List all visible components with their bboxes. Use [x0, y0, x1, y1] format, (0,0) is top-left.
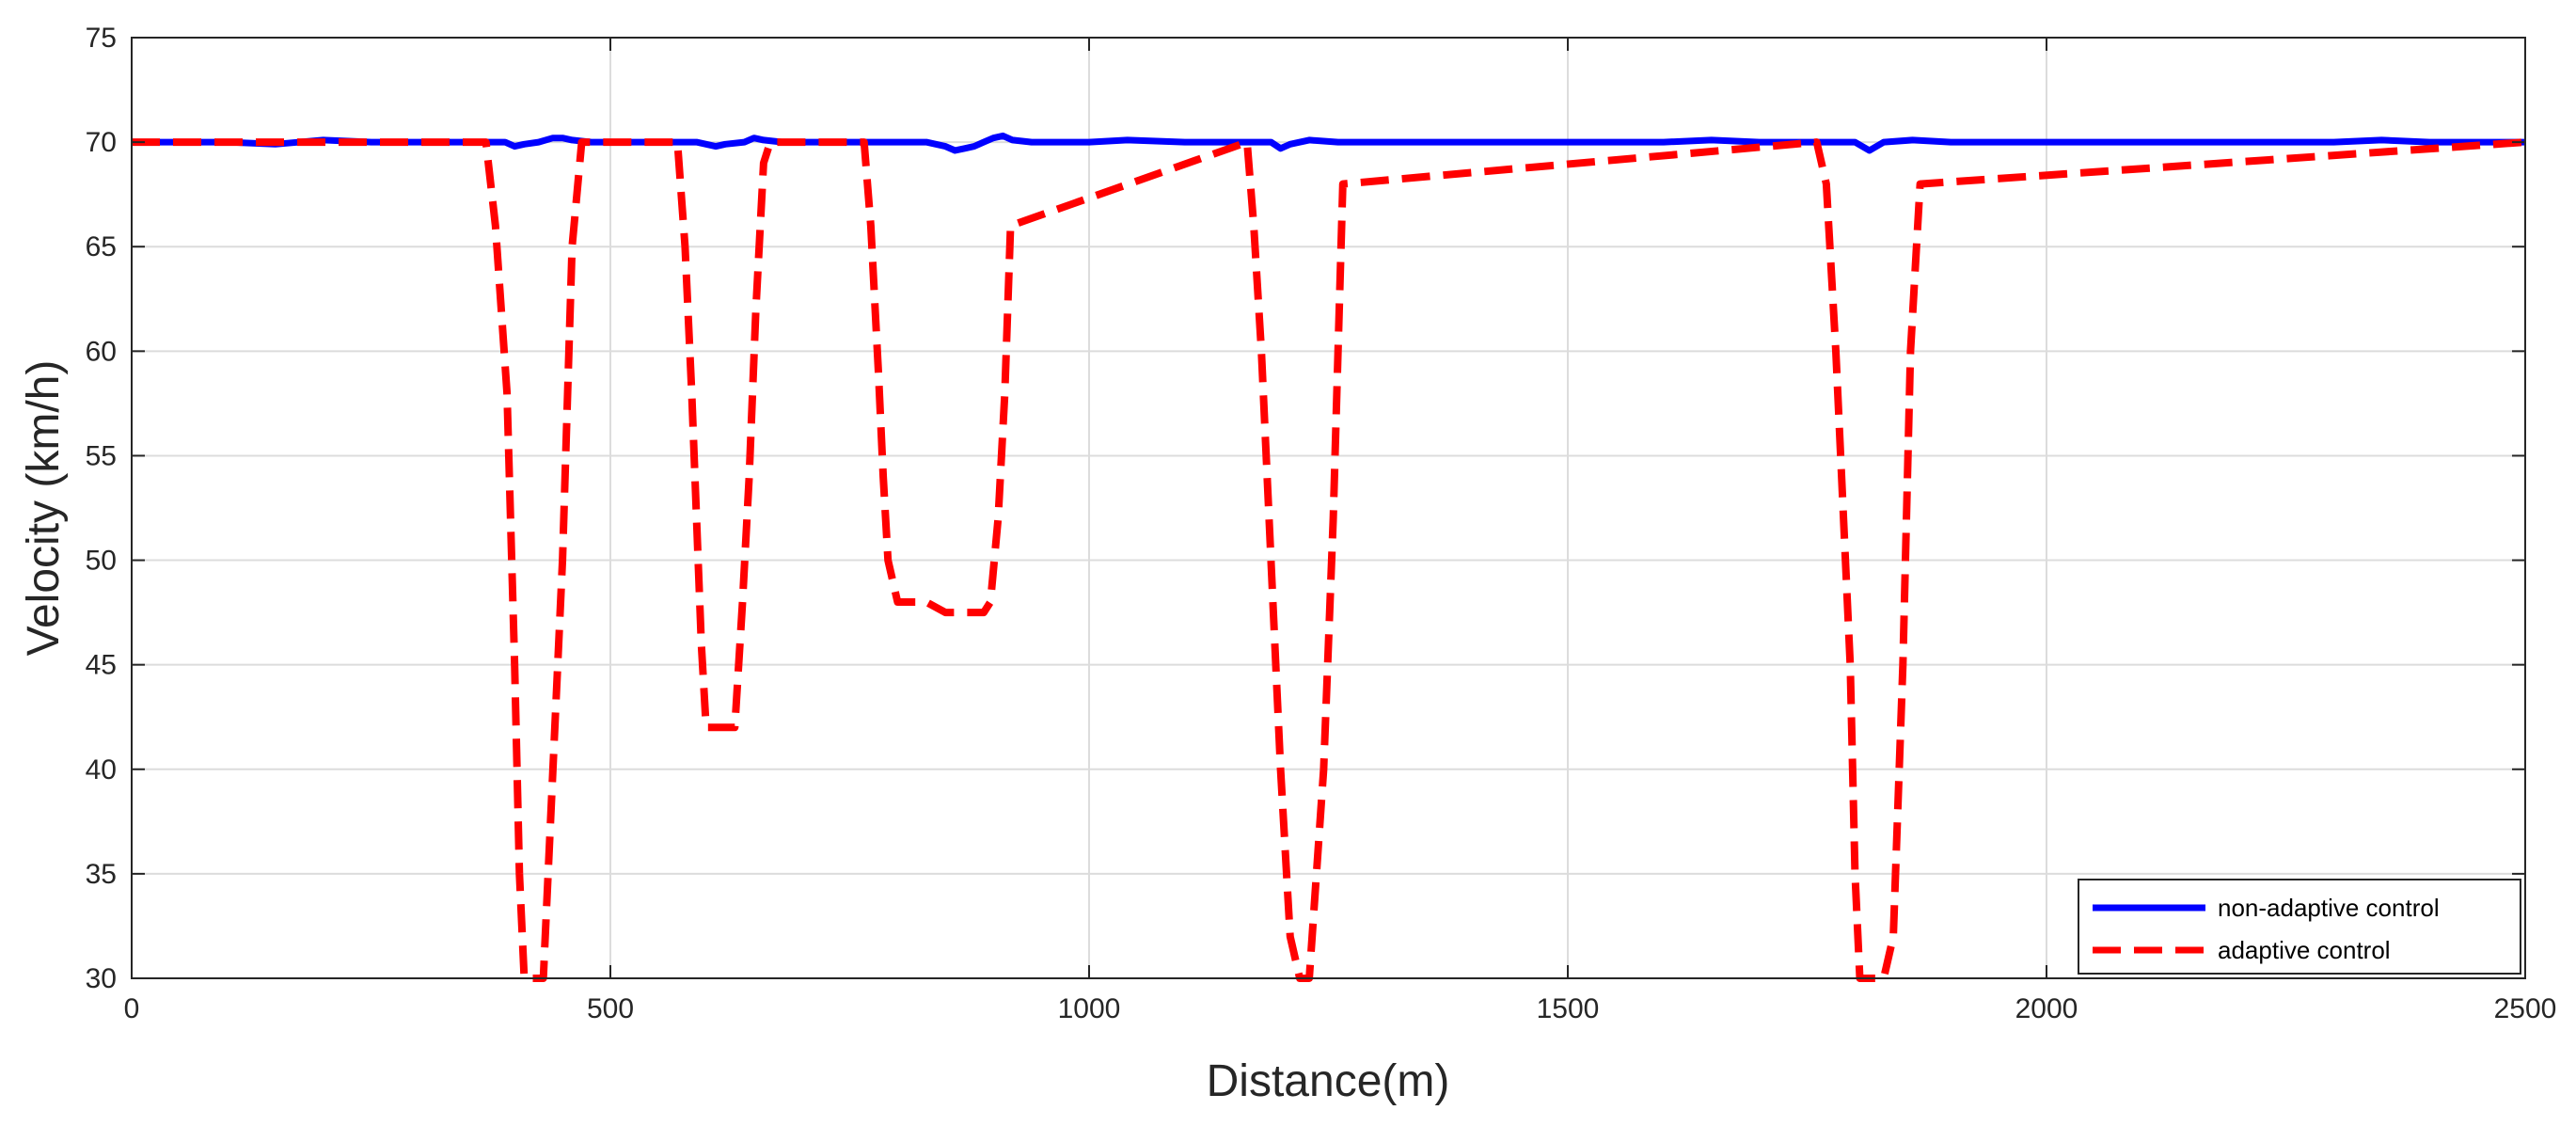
y-tick-label: 60 [86, 336, 117, 367]
x-axis-label: Distance(m) [1207, 1056, 1450, 1106]
y-tick-label: 75 [86, 23, 117, 54]
plot-frame [131, 37, 2526, 979]
series-line-non-adaptive [132, 132, 2525, 154]
series-layer [132, 132, 2526, 982]
x-tick-label: 1000 [1058, 993, 1121, 1024]
y-tick-label: 55 [86, 440, 117, 471]
y-tick-label: 40 [86, 754, 117, 785]
x-tick-label: 500 [587, 993, 634, 1024]
y-tick-label: 30 [86, 963, 117, 994]
y-tick-label: 45 [86, 650, 117, 681]
y-tick-label: 70 [86, 127, 117, 158]
legend: non-adaptive control adaptive control [2078, 879, 2521, 975]
y-tick-label: 50 [86, 546, 117, 577]
plot-area [132, 38, 2525, 978]
y-tick-label: 35 [86, 859, 117, 890]
x-tick-label: 2500 [2494, 993, 2557, 1024]
y-axis-label: Velocity (km/h) [19, 360, 69, 657]
x-tick-label: 1500 [1537, 993, 1600, 1024]
x-tick-labels: 0 500 1000 1500 2000 2500 [124, 993, 2557, 1024]
series-line-adaptive [132, 138, 2526, 982]
axis-ticks [131, 37, 2526, 979]
x-tick-label: 0 [124, 993, 140, 1024]
y-tick-label: 65 [86, 231, 117, 262]
legend-box [2078, 879, 2521, 975]
legend-entry-non-adaptive: non-adaptive control [2218, 894, 2440, 922]
x-tick-label: 2000 [2015, 993, 2078, 1024]
y-tick-labels: 30 35 40 45 50 55 60 65 70 75 [86, 23, 117, 994]
legend-entry-adaptive: adaptive control [2218, 936, 2391, 964]
